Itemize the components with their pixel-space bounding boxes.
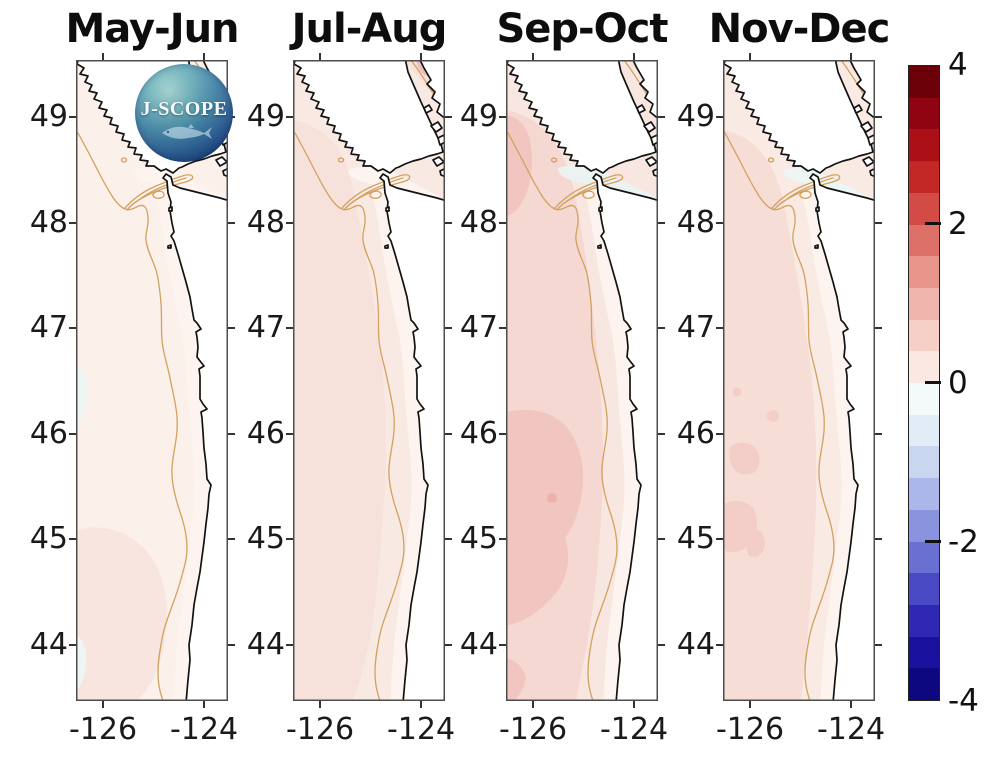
lat-label: 44 [676,627,715,662]
colorbar-segment [909,478,939,510]
lat-label: 45 [29,521,68,556]
warm-patch [746,526,765,557]
colorbar-tick [925,381,941,384]
lat-label: 47 [29,310,68,345]
lat-label: 45 [676,521,715,556]
lon-label: -126 [498,712,568,747]
colorbar-segment [909,541,939,574]
lat-label: 46 [459,416,498,451]
lat-label: 46 [676,416,715,451]
lon-label: -124 [386,712,456,747]
colorbar-label: -4 [948,683,979,719]
lon-label: -124 [816,712,886,747]
panel-title-nov-dec: Nov-Dec [708,6,891,52]
lon-label: -124 [169,712,239,747]
colorbar-segment [909,192,939,225]
colorbar-segment [909,383,939,415]
colorbar-segment [909,604,939,637]
colorbar-segment [909,97,939,130]
lon-label: -126 [285,712,355,747]
panel-frame [506,60,658,701]
lat-label: 44 [459,627,498,662]
colorbar-segment [909,287,939,320]
colorbar-label: 4 [948,47,968,83]
warm-spot [767,410,779,422]
lon-label: -126 [68,712,138,747]
panel-title-jul-aug: Jul-Aug [291,6,448,52]
colorbar-segment [909,509,939,542]
anomaly-patch [293,120,386,701]
anomaly-patch [76,527,167,701]
warm-patch-offshore [506,409,584,626]
fish-icon [162,124,212,139]
colorbar-segment [909,224,939,257]
warm-spot [547,493,557,503]
colorbar-tick [925,540,941,543]
map-panel-nov-dec [715,52,883,709]
map-panel-sep-oct [498,52,666,709]
lat-label: 49 [29,99,68,134]
lat-label: 46 [246,416,285,451]
colorbar-label: 0 [948,365,968,401]
cool-patch [76,635,87,690]
map-panel-may-jun [68,52,236,709]
colorbar-segment [909,256,939,288]
lat-label: 44 [246,627,285,662]
panel-frame [293,60,445,701]
lat-label: 49 [676,99,715,134]
panel-frame [76,60,228,701]
colorbar-segment [909,161,939,193]
warm-patch [729,442,760,475]
colorbar-segment [909,414,939,447]
colorbar-segment [909,446,939,479]
lat-label: 48 [29,205,68,240]
lat-label: 46 [29,416,68,451]
map-panel-jul-aug [285,52,453,709]
lat-label: 45 [246,521,285,556]
lat-label: 48 [459,205,498,240]
colorbar-segment [909,573,939,605]
warm-spot [732,387,742,397]
colorbar-tick [925,222,941,225]
lat-label: 49 [246,99,285,134]
colorbar-segment [909,351,939,384]
warm-patch-sw [506,658,526,701]
colorbar-segment [909,66,939,98]
colorbar-label: 2 [948,206,968,242]
colorbar-segment [909,636,939,669]
colorbar-segment [909,319,939,352]
panel-title-may-jun: May-Jun [65,6,239,52]
lat-label: 45 [459,521,498,556]
lat-label: 48 [246,205,285,240]
lat-label: 47 [459,310,498,345]
colorbar-segment [909,129,939,162]
panel-frame [723,60,875,701]
cool-patch [76,365,89,424]
lat-label: 44 [29,627,68,662]
lon-label: -124 [599,712,669,747]
lat-label: 47 [246,310,285,345]
lat-label: 47 [676,310,715,345]
lat-label: 49 [459,99,498,134]
lon-label: -126 [715,712,785,747]
panel-title-sep-oct: Sep-Oct [496,6,668,52]
jscope-logo: J-SCOPE [135,64,233,162]
lat-label: 48 [676,205,715,240]
colorbar-label: -2 [948,524,979,560]
colorbar-segment [909,668,939,701]
jscope-logo-label: J-SCOPE [140,98,228,120]
